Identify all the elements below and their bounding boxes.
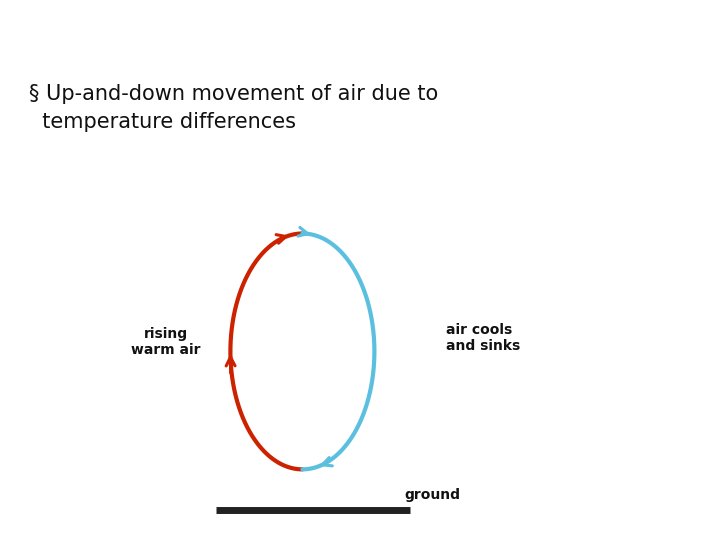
Text: rising
warm air: rising warm air	[131, 327, 200, 357]
Text: ground: ground	[404, 488, 460, 502]
Text: Convection Currents: Convection Currents	[16, 26, 336, 55]
Text: air cools
and sinks: air cools and sinks	[446, 323, 521, 353]
Text: § Up-and-down movement of air due to
  temperature differences: § Up-and-down movement of air due to tem…	[29, 84, 438, 132]
